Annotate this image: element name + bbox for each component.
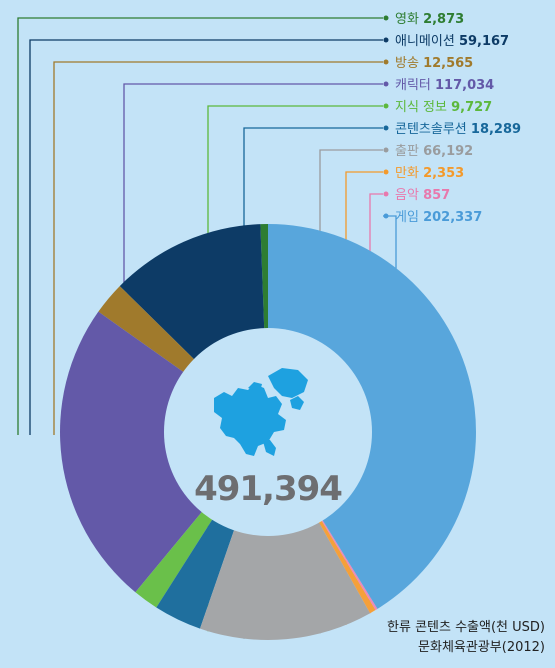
footnote-unit: 한류 콘텐츠 수출액(천 USD) (387, 620, 545, 635)
legend-label-4: 지식 정보 9,727 (395, 100, 492, 115)
connector-2 (53, 61, 383, 435)
legend-label-6: 출판 66,192 (395, 144, 473, 159)
slice-3 (60, 311, 268, 593)
legend-marker-1 (383, 37, 389, 43)
legend-marker-4 (383, 103, 389, 109)
connector-3 (123, 83, 383, 285)
legend-label-3: 캐릭터 117,034 (395, 78, 494, 93)
legend-marker-7 (383, 169, 389, 175)
legend-label-8: 음악 857 (395, 188, 450, 203)
legend-label-0: 영화 2,873 (395, 12, 464, 27)
legend-label-2: 방송 12,565 (395, 56, 473, 71)
legend: 영화 2,873 애니메이션 59,167 방송 12,565 캐릭터 117,034… (383, 12, 521, 225)
legend-marker-9 (383, 213, 389, 219)
total-value: 491,394 (194, 469, 342, 509)
footnote-source: 문화체육관광부(2012) (418, 640, 545, 655)
connector-1 (29, 39, 383, 435)
legend-marker-3 (383, 81, 389, 87)
legend-label-1: 애니메이션 59,167 (395, 34, 509, 49)
legend-marker-5 (383, 125, 389, 131)
legend-marker-2 (383, 59, 389, 65)
legend-label-7: 만화 2,353 (395, 166, 464, 181)
legend-connector-lines (17, 17, 397, 639)
north-america-map-icon (214, 368, 308, 456)
legend-label-9: 게임 202,337 (395, 210, 482, 225)
connector-0 (17, 17, 383, 435)
legend-marker-8 (383, 191, 389, 197)
legend-marker-0 (383, 15, 389, 21)
slice-6 (200, 432, 371, 640)
legend-marker-6 (383, 147, 389, 153)
legend-label-5: 콘텐츠솔루션 18,289 (395, 122, 521, 137)
